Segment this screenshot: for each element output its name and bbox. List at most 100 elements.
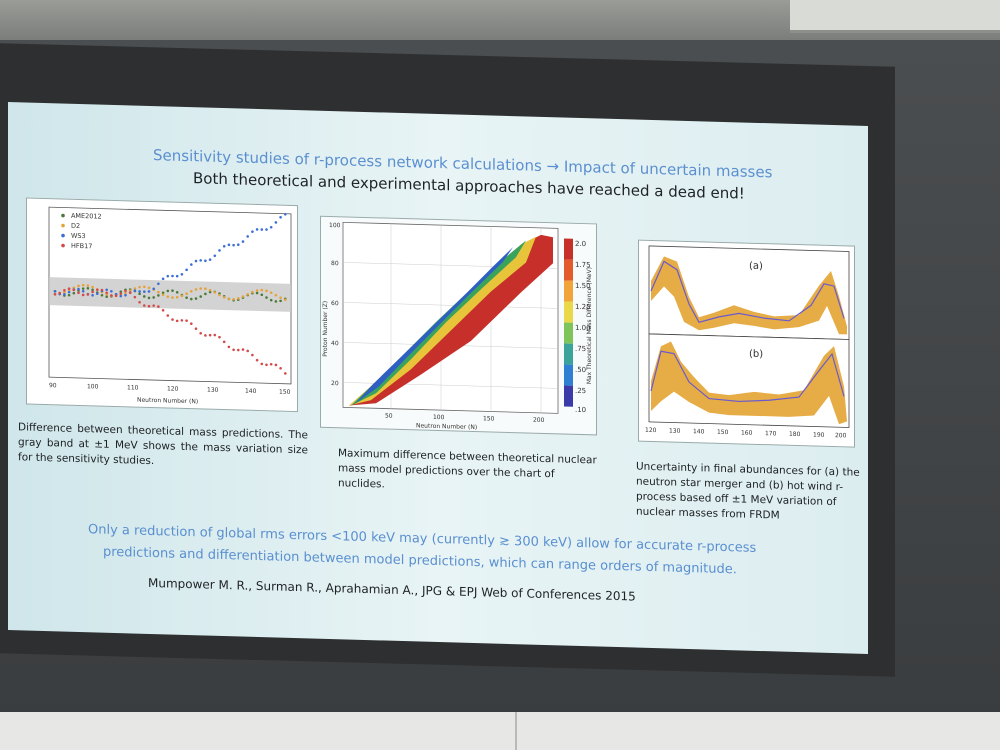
scatter-point: [222, 296, 226, 299]
scatter-point: [255, 289, 259, 292]
chart-of-nuclides-heatmap: 2.0 1.75 1.50 1.25 1.00 .75 .50 .25 .10 …: [320, 215, 597, 436]
scatter-point: [213, 333, 217, 337]
scatter-point: [279, 366, 282, 370]
scatter-point: [185, 319, 188, 323]
scatter-point: [77, 287, 80, 291]
scatter-point: [161, 277, 165, 281]
x-tick: 160: [741, 429, 753, 436]
scatter-point: [204, 292, 207, 296]
scatter-point: [208, 258, 212, 261]
scatter-point: [232, 297, 235, 301]
scatter-point: [208, 290, 212, 294]
scatter-point: [175, 274, 179, 278]
scatter-point: [204, 287, 207, 291]
scatter-point: [81, 289, 85, 293]
y-tick: 40: [331, 340, 339, 347]
scatter-point: [105, 288, 108, 292]
scatter-point: [77, 284, 80, 288]
x-tick: 170: [765, 430, 777, 437]
scatter-point: [190, 297, 193, 301]
scatter-point: [279, 296, 282, 300]
scatter-point: [161, 293, 165, 297]
scatter-point: [265, 296, 268, 299]
legend-marker-0: [61, 213, 65, 218]
scatter-point: [185, 292, 188, 295]
scatter-point: [143, 304, 146, 307]
y-tick: 100: [329, 222, 341, 229]
scatter-point: [204, 334, 207, 337]
caption-nuclides-chart: Maximum difference between theoretical n…: [338, 447, 597, 491]
legend-marker-1: [61, 223, 65, 228]
scatter-point: [147, 304, 151, 308]
x-tick: 100: [87, 383, 99, 390]
scatter-point: [232, 243, 235, 247]
scatter-point: [133, 289, 137, 292]
scatter-point: [63, 293, 66, 296]
gray-uncertainty-band: [49, 277, 291, 312]
scatter-point: [157, 305, 160, 308]
y-axis-label: Proton Number (Z): [322, 301, 329, 357]
scatter-point: [157, 294, 160, 297]
scatter-point: [157, 282, 160, 286]
scatter-point: [81, 283, 85, 287]
scatter-point: [237, 297, 240, 300]
scatter-point: [143, 295, 146, 298]
scatter-point: [86, 284, 90, 287]
scatter-point: [269, 291, 273, 294]
scatter-point: [171, 296, 174, 299]
scatter-point: [166, 295, 170, 298]
x-tick: 140: [245, 388, 257, 395]
x-tick: 130: [207, 387, 219, 394]
scatter-point: [232, 348, 235, 352]
scatter-point: [100, 293, 104, 297]
legend-label-3: HFB17: [71, 242, 92, 251]
scatter-point: [152, 296, 155, 299]
scatter-point: [91, 294, 94, 297]
scatter-point: [227, 297, 231, 301]
scatter-point: [157, 290, 160, 294]
x-tick: 180: [789, 431, 801, 438]
scatter-point: [72, 291, 76, 295]
scatter-point: [194, 327, 198, 331]
abundance-uncertainty-plot: (a) (b) 120 130 140 150 160 170 180 190 …: [638, 239, 855, 448]
scatter-point: [86, 287, 90, 290]
scatter-point: [143, 290, 146, 293]
scatter-point: [269, 362, 273, 366]
scatter-point: [255, 358, 259, 362]
legend-label-0: AME2012: [71, 212, 102, 221]
scatter-point: [269, 298, 273, 302]
colorbar-label: Max Theoretical Mass Difference (MeV): [586, 267, 593, 384]
x-tick: 140: [693, 428, 705, 435]
scatter-point: [133, 287, 137, 290]
scatter-point: [114, 294, 118, 298]
x-tick: 120: [167, 385, 179, 392]
scatter-point: [246, 235, 249, 238]
scatter-point: [279, 299, 282, 303]
scatter-point: [237, 243, 240, 247]
panel-label-a: (a): [749, 261, 763, 272]
scatter-point: [274, 363, 278, 367]
scatter-point: [166, 274, 170, 278]
scatter-point: [208, 333, 212, 337]
scatter-point: [77, 291, 80, 295]
scatter-point: [63, 289, 66, 292]
scatter-point: [180, 319, 184, 322]
scatter-point: [147, 296, 151, 300]
scatter-point: [147, 290, 151, 293]
scatter-point: [53, 290, 57, 293]
x-tick: 150: [717, 429, 729, 436]
scatter-point: [119, 290, 123, 293]
x-tick: 50: [385, 413, 393, 420]
scatter-point: [255, 291, 259, 295]
scatter-point: [147, 286, 151, 290]
scatter-point: [227, 243, 231, 247]
scatter-point: [218, 335, 221, 339]
x-tick: 110: [127, 384, 139, 391]
x-tick: 200: [835, 432, 847, 439]
scatter-point: [199, 295, 202, 298]
scatter-point: [166, 314, 170, 317]
scatter-point: [63, 290, 66, 294]
scatter-point: [227, 345, 231, 349]
abundance-line-b: [650, 350, 845, 403]
colorbar-tick: .50: [575, 366, 586, 374]
